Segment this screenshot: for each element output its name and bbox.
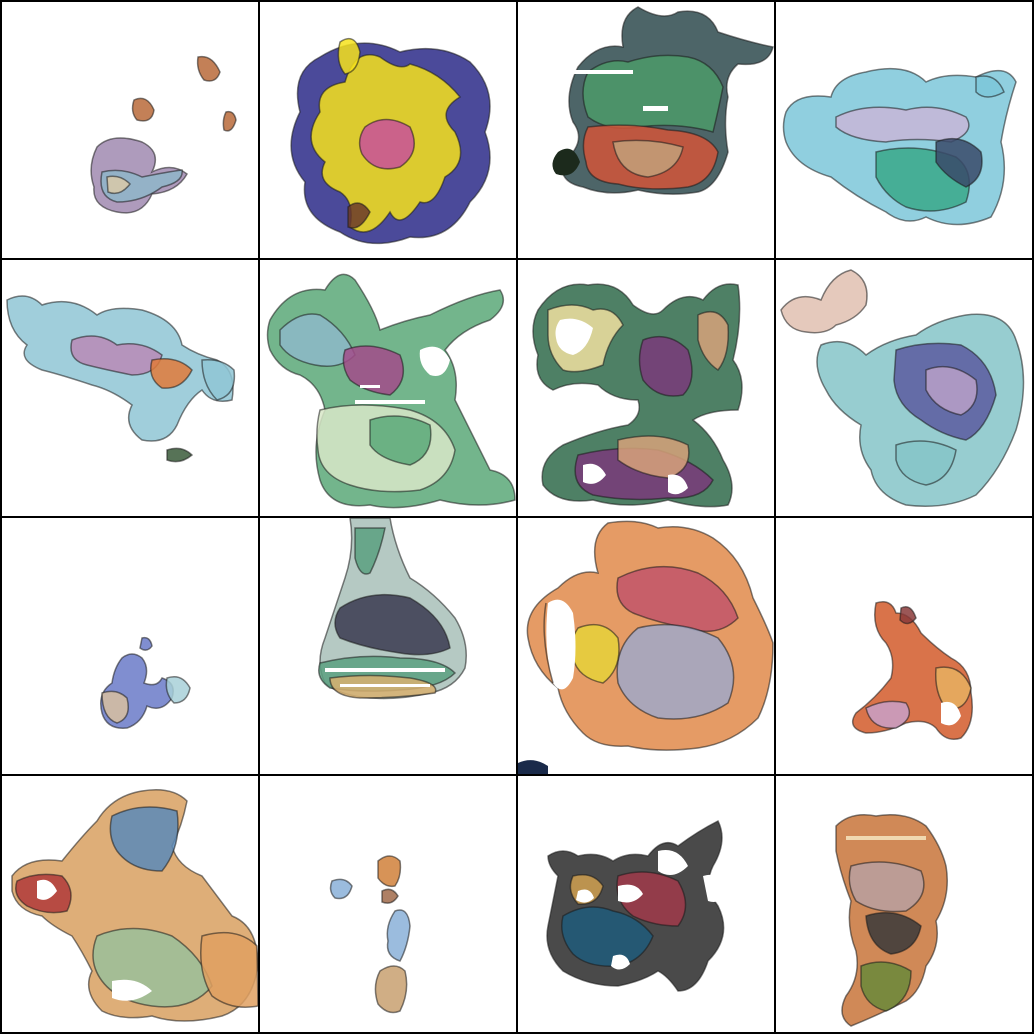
blob-image: [100, 636, 191, 729]
blob-image: [90, 55, 237, 214]
blob-image: [518, 520, 774, 774]
grid-tile-15: [518, 776, 774, 1032]
blob-image: [782, 67, 1017, 226]
blob-image: [318, 518, 467, 700]
blob-image: [329, 855, 411, 1014]
grid-tile-9: [2, 518, 258, 774]
grid-tile-13: [2, 776, 258, 1032]
blob-image: [290, 37, 491, 245]
blob-image: [532, 283, 743, 508]
grid-tile-1: [2, 2, 258, 258]
grid-tile-4: [776, 2, 1032, 258]
grid-tile-2: [260, 2, 516, 258]
blob-image: [552, 6, 774, 195]
grid-tile-14: [260, 776, 516, 1032]
grid-tile-3: [518, 2, 774, 258]
blob-image: [11, 789, 258, 1022]
grid-tile-6: [260, 260, 516, 516]
blob-image: [6, 295, 236, 463]
grid-tile-7: [518, 260, 774, 516]
blob-image: [266, 273, 516, 509]
grid-tile-11: [518, 518, 774, 774]
blob-image: [851, 601, 973, 740]
blob-image: [835, 814, 948, 1027]
grid-tile-12: [776, 518, 1032, 774]
grid-tile-10: [260, 518, 516, 774]
grid-tile-5: [2, 260, 258, 516]
grid-tile-16: [776, 776, 1032, 1032]
blob-image: [780, 269, 1025, 507]
grid-tile-8: [776, 260, 1032, 516]
blob-image: [546, 819, 728, 992]
